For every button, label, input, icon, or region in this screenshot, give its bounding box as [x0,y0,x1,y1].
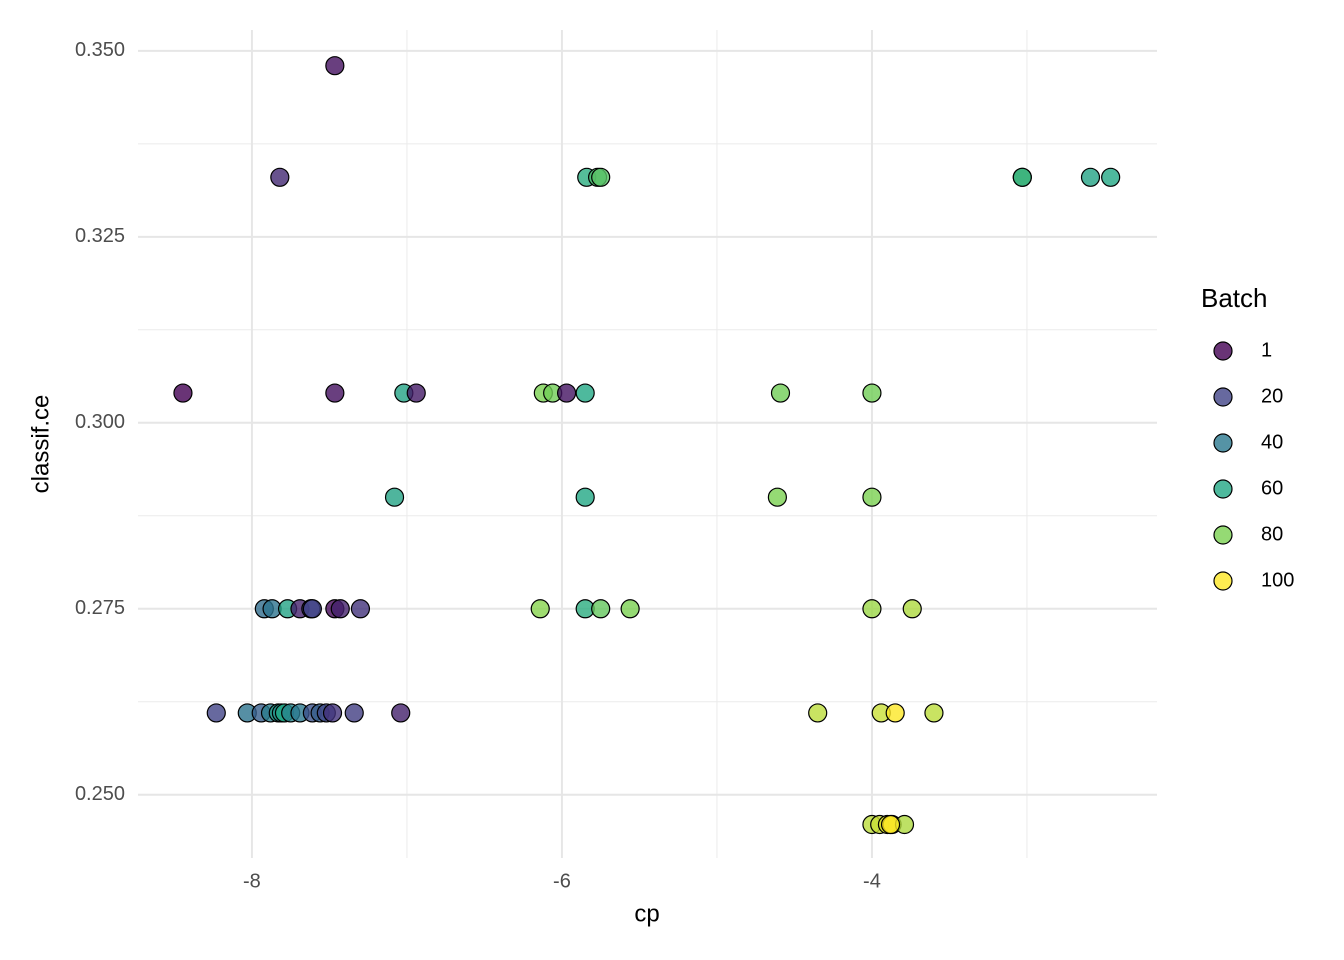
y-tick-label: 0.350 [75,39,125,61]
point [591,599,611,619]
point [270,167,290,187]
x-tick-label: -6 [553,870,571,892]
point [770,383,791,403]
point [344,703,364,723]
point [862,487,882,507]
point [575,383,595,403]
point [767,487,787,507]
point [391,703,411,723]
point [902,599,922,619]
legend-key [1213,387,1233,407]
legend-key [1213,525,1233,545]
legend-label: 80 [1261,523,1283,545]
point [330,599,350,619]
grid [138,30,1157,858]
point [575,487,595,507]
legend-key [1213,571,1233,591]
legend-label: 40 [1261,431,1283,453]
point [322,703,343,723]
point [862,599,882,619]
legend-label: 1 [1261,339,1272,361]
point [1080,167,1101,187]
point [302,599,322,619]
point [406,383,426,403]
point [384,487,405,507]
y-axis-title: classif.ce [27,395,54,494]
points [173,56,1121,835]
legend-key [1213,433,1233,453]
y-tick-label: 0.275 [75,597,125,619]
point [880,814,901,835]
point [1101,167,1121,187]
x-tick-label: -8 [243,870,261,892]
y-tick-label: 0.300 [75,411,125,433]
x-tick-label: -4 [863,870,881,892]
point [591,167,611,187]
point [556,383,577,403]
point [924,703,944,723]
legend-label: 60 [1261,477,1283,499]
point [808,703,828,723]
y-tick-label: 0.250 [75,783,125,805]
point [862,383,882,403]
point [173,383,193,403]
point [206,703,226,723]
y-tick-label: 0.325 [75,225,125,247]
legend-label: 100 [1261,569,1294,591]
legend-title: Batch [1201,283,1268,313]
point [885,703,905,723]
point [325,56,345,76]
point [530,599,550,619]
point [620,599,640,619]
point [350,599,371,619]
legend-key [1213,341,1233,361]
legend-key [1213,479,1233,499]
point [1012,167,1032,187]
point [325,383,345,403]
legend-label: 20 [1261,385,1283,407]
x-axis-title: cp [634,900,659,927]
